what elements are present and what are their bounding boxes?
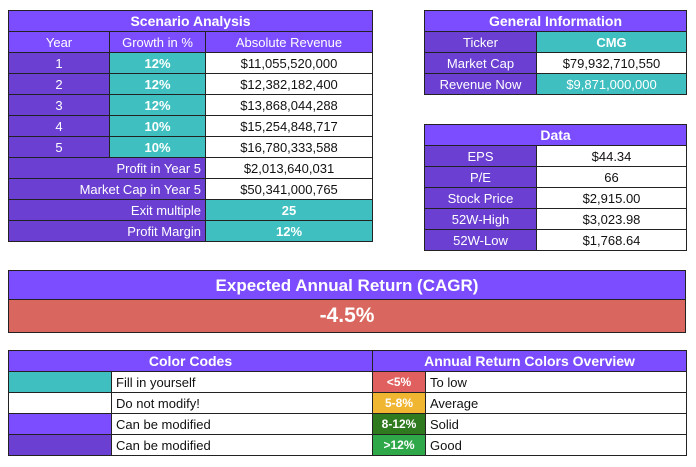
52w-low-value: $1,768.64 — [535, 229, 688, 251]
revenue-cell: $12,382,182,400 — [205, 73, 373, 95]
color-code-row: Do not modify! — [8, 392, 374, 414]
scenario-row: 3 12% $13,868,044,288 — [8, 94, 373, 116]
color-code-label: Can be modified — [110, 413, 374, 435]
52w-low-label: 52W-Low — [424, 229, 537, 251]
return-range-badge: 8-12% — [372, 413, 426, 435]
return-color-row: >12% Good — [372, 434, 688, 456]
data-table: Data EPS $44.34 P/E 66 Stock Price $2,91… — [423, 124, 688, 251]
data-row: 52W-Low $1,768.64 — [424, 229, 688, 251]
revenue-cell: $13,868,044,288 — [205, 94, 373, 116]
profit-year5-value: $2,013,640,031 — [205, 157, 373, 179]
mcap-year5-label: Market Cap in Year 5 — [8, 178, 206, 200]
return-colors-title: Annual Return Colors Overview — [371, 350, 688, 372]
revenue-cell: $15,254,848,717 — [205, 115, 373, 137]
year-cell: 3 — [8, 94, 110, 116]
return-range-label: Average — [424, 392, 688, 414]
ticker-label: Ticker — [424, 31, 537, 53]
eps-label: EPS — [424, 145, 537, 167]
market-cap-label: Market Cap — [424, 52, 537, 74]
exit-multiple-label: Exit multiple — [8, 199, 206, 221]
return-range-label: Good — [424, 434, 688, 456]
return-color-row: 5-8% Average — [372, 392, 688, 414]
general-title: General Information — [424, 10, 687, 32]
return-range-badge: >12% — [372, 434, 426, 456]
white-swatch — [8, 392, 112, 414]
color-codes-table: Color Codes Fill in yourself Do not modi… — [7, 350, 374, 456]
stock-price-value: $2,915.00 — [535, 187, 688, 209]
scenario-title: Scenario Analysis — [8, 10, 373, 32]
teal-swatch — [8, 371, 112, 393]
year-cell: 2 — [8, 73, 110, 95]
color-code-row: Can be modified — [8, 413, 374, 435]
revenue-cell: $11,055,520,000 — [205, 52, 373, 74]
year-cell: 5 — [8, 136, 110, 158]
eps-value: $44.34 — [535, 145, 688, 167]
stock-price-label: Stock Price — [424, 187, 537, 209]
data-row: EPS $44.34 — [424, 145, 688, 167]
profit-margin-label: Profit Margin — [8, 220, 206, 242]
52w-high-label: 52W-High — [424, 208, 537, 230]
data-row: Stock Price $2,915.00 — [424, 187, 688, 209]
color-code-row: Can be modified — [8, 434, 374, 456]
data-title: Data — [423, 124, 688, 146]
profit-year5-label: Profit in Year 5 — [8, 157, 206, 179]
scenario-row: 4 10% $15,254,848,717 — [8, 115, 373, 137]
purple-swatch — [8, 413, 112, 435]
data-row: P/E 66 — [424, 166, 688, 188]
color-code-label: Fill in yourself — [110, 371, 374, 393]
cagr-panel: Expected Annual Return (CAGR) -4.5% — [8, 270, 686, 333]
scenario-row: 2 12% $12,382,182,400 — [8, 73, 373, 95]
dark-purple-swatch — [8, 434, 112, 456]
year-cell: 1 — [8, 52, 110, 74]
mcap-year5-value: $50,341,000,765 — [205, 178, 373, 200]
revenue-now-label: Revenue Now — [424, 73, 537, 95]
color-code-label: Do not modify! — [110, 392, 374, 414]
return-range-label: To low — [424, 371, 688, 393]
return-color-row: 8-12% Solid — [372, 413, 688, 435]
growth-input[interactable]: 10% — [109, 115, 206, 137]
cagr-value: -4.5% — [9, 300, 685, 332]
color-code-row: Fill in yourself — [8, 371, 374, 393]
scenario-analysis-table: Scenario Analysis Year Growth in % Absol… — [8, 10, 373, 242]
return-color-row: <5% To low — [372, 371, 688, 393]
scenario-row: 5 10% $16,780,333,588 — [8, 136, 373, 158]
profit-margin-input[interactable]: 12% — [205, 220, 373, 242]
scenario-row: 1 12% $11,055,520,000 — [8, 52, 373, 74]
year-cell: 4 — [8, 115, 110, 137]
pe-label: P/E — [424, 166, 537, 188]
pe-value: 66 — [535, 166, 688, 188]
revenue-header: Absolute Revenue — [205, 31, 373, 53]
revenue-now-input[interactable]: $9,871,000,000 — [536, 73, 687, 95]
growth-input[interactable]: 12% — [109, 52, 206, 74]
year-header: Year — [8, 31, 110, 53]
general-information-table: General Information Ticker CMG Market Ca… — [424, 10, 687, 95]
color-code-label: Can be modified — [110, 434, 374, 456]
return-range-label: Solid — [424, 413, 688, 435]
market-cap-value: $79,932,710,550 — [536, 52, 687, 74]
growth-input[interactable]: 12% — [109, 73, 206, 95]
growth-input[interactable]: 12% — [109, 94, 206, 116]
return-range-badge: 5-8% — [372, 392, 426, 414]
return-colors-table: Annual Return Colors Overview <5% To low… — [371, 350, 688, 456]
ticker-input[interactable]: CMG — [536, 31, 687, 53]
data-row: 52W-High $3,023.98 — [424, 208, 688, 230]
cagr-title: Expected Annual Return (CAGR) — [9, 271, 685, 300]
52w-high-value: $3,023.98 — [535, 208, 688, 230]
growth-header: Growth in % — [109, 31, 206, 53]
revenue-cell: $16,780,333,588 — [205, 136, 373, 158]
return-range-badge: <5% — [372, 371, 426, 393]
growth-input[interactable]: 10% — [109, 136, 206, 158]
color-codes-title: Color Codes — [7, 350, 374, 372]
exit-multiple-input[interactable]: 25 — [205, 199, 373, 221]
